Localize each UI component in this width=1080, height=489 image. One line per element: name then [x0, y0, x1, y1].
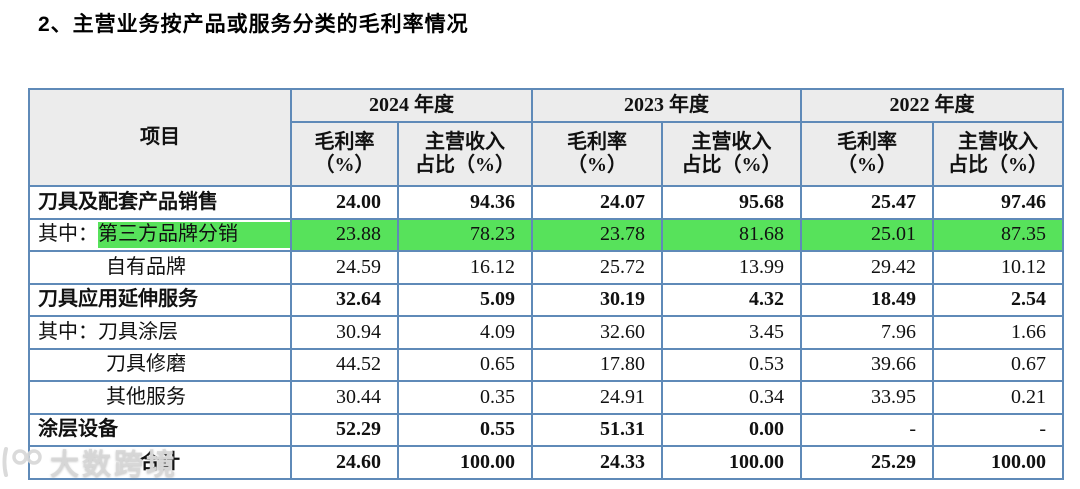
- cell-value: 2.54: [932, 282, 1064, 317]
- table-row-tool-regrinding: 刀具修磨 44.52 0.65 17.80 0.53 39.66 0.67: [28, 347, 1064, 382]
- cell-value: 30.94: [290, 315, 399, 350]
- cell-value: 0.00: [661, 412, 802, 447]
- cell-value: 3.45: [661, 315, 802, 350]
- row-label-prefix: 其中：: [38, 320, 98, 343]
- cell-value-highlighted: 78.23: [397, 217, 533, 252]
- header-2024-share: 主营收入 占比（%）: [397, 121, 533, 187]
- cell-value: 100.00: [661, 445, 802, 480]
- cell-value-highlighted: 25.01: [800, 217, 934, 252]
- cell-value: 25.29: [800, 445, 934, 480]
- cell-value: 16.12: [397, 250, 533, 285]
- cell-value: 17.80: [531, 347, 663, 382]
- cell-value: 51.31: [531, 412, 663, 447]
- cell-value: 100.00: [932, 445, 1064, 480]
- cell-value-highlighted: 81.68: [661, 217, 802, 252]
- cell-value: 0.55: [397, 412, 533, 447]
- header-2022-margin: 毛利率 （%）: [800, 121, 934, 187]
- header-year-2022: 2022 年度: [800, 88, 1064, 123]
- row-label: 刀具及配套产品销售: [28, 185, 292, 220]
- table-row-coating-equipment: 涂层设备 52.29 0.55 51.31 0.00 - -: [28, 412, 1064, 447]
- cell-value: 24.07: [531, 185, 663, 220]
- cell-value: 29.42: [800, 250, 934, 285]
- cell-value: 97.46: [932, 185, 1064, 220]
- cell-value-highlighted: 23.78: [531, 217, 663, 252]
- cell-value: 52.29: [290, 412, 399, 447]
- table-row-own-brand: 自有品牌 24.59 16.12 25.72 13.99 29.42 10.12: [28, 250, 1064, 285]
- cell-value: 18.49: [800, 282, 934, 317]
- cell-value: 30.19: [531, 282, 663, 317]
- cell-value: 24.91: [531, 380, 663, 415]
- table-row-tool-coating: 其中：刀具涂层 30.94 4.09 32.60 3.45 7.96 1.66: [28, 315, 1064, 350]
- header-row-years: 项目 2024 年度 2023 年度 2022 年度: [28, 88, 1064, 187]
- header-2024-margin: 毛利率 （%）: [290, 121, 399, 187]
- cell-value: 0.35: [397, 380, 533, 415]
- row-label: 涂层设备: [28, 412, 292, 447]
- row-label-total: 合计: [28, 445, 292, 480]
- cell-value: 25.72: [531, 250, 663, 285]
- cell-value-dash: -: [800, 412, 934, 447]
- cell-value: 94.36: [397, 185, 533, 220]
- cell-value: 24.60: [290, 445, 399, 480]
- cell-value: 10.12: [932, 250, 1064, 285]
- cell-value: 0.21: [932, 380, 1064, 415]
- cell-value-highlighted: 23.88: [290, 217, 399, 252]
- cell-value: 24.33: [531, 445, 663, 480]
- cell-value: 100.00: [397, 445, 533, 480]
- header-year-2023: 2023 年度: [531, 88, 802, 123]
- cell-value: 0.65: [397, 347, 533, 382]
- row-label: 其中：刀具涂层: [28, 315, 292, 350]
- header-year-2024: 2024 年度: [290, 88, 533, 123]
- highlighted-label: 第三方品牌分销: [98, 221, 289, 248]
- cell-value: 44.52: [290, 347, 399, 382]
- cell-value: 13.99: [661, 250, 802, 285]
- cell-value: 0.53: [661, 347, 802, 382]
- row-label: 其中： 第三方品牌分销: [28, 217, 292, 252]
- row-label: 刀具应用延伸服务: [28, 282, 292, 317]
- header-row-metrics: 毛利率 （%） 主营收入 占比（%） 毛利率 （%） 主营收入 占比（%） 毛利率 （%）…: [29, 121, 1064, 187]
- cell-value: 4.09: [397, 315, 533, 350]
- cell-value: 0.34: [661, 380, 802, 415]
- header-2023-margin: 毛利率 （%）: [531, 121, 663, 187]
- page-title: 2、主营业务按产品或服务分类的毛利率情况: [38, 13, 469, 36]
- cell-value: 24.59: [290, 250, 399, 285]
- cell-value: 39.66: [800, 347, 934, 382]
- table-row-third-party-brand: 其中： 第三方品牌分销 23.88 78.23 23.78 81.68 25.0…: [28, 217, 1064, 252]
- cell-value: 7.96: [800, 315, 934, 350]
- cell-value: 25.47: [800, 185, 934, 220]
- table-row-other-services: 其他服务 30.44 0.35 24.91 0.34 33.95 0.21: [28, 380, 1064, 415]
- cell-value: 95.68: [661, 185, 802, 220]
- cell-value: 33.95: [800, 380, 934, 415]
- header-2023-share: 主营收入 占比（%）: [661, 121, 802, 187]
- row-label: 刀具修磨: [28, 347, 292, 382]
- cell-value-dash: -: [932, 412, 1064, 447]
- gross-margin-table-container: 项目 2024 年度 2023 年度 2022 年度 毛利率 （%） 主营收入 占比…: [28, 88, 1064, 480]
- header-2022-share: 主营收入 占比（%）: [932, 121, 1064, 187]
- header-item: 项目: [28, 88, 292, 187]
- row-label: 自有品牌: [28, 250, 292, 285]
- cell-value-highlighted: 87.35: [932, 217, 1064, 252]
- cell-value: 5.09: [397, 282, 533, 317]
- cell-value: 0.67: [932, 347, 1064, 382]
- cell-value: 4.32: [661, 282, 802, 317]
- table-row-total: 合计 24.60 100.00 24.33 100.00 25.29 100.0…: [28, 445, 1064, 480]
- cell-value: 32.64: [290, 282, 399, 317]
- row-label-prefix: 其中：: [38, 223, 98, 246]
- cell-value: 24.00: [290, 185, 399, 220]
- cell-value: 30.44: [290, 380, 399, 415]
- table-row-tools-sales: 刀具及配套产品销售 24.00 94.36 24.07 95.68 25.47 …: [28, 185, 1064, 220]
- row-label: 其他服务: [28, 380, 292, 415]
- gross-margin-table: 项目 2024 年度 2023 年度 2022 年度 毛利率 （%） 主营收入 占比…: [28, 88, 1064, 480]
- cell-value: 32.60: [531, 315, 663, 350]
- cell-value: 1.66: [932, 315, 1064, 350]
- table-row-extended-services: 刀具应用延伸服务 32.64 5.09 30.19 4.32 18.49 2.5…: [28, 282, 1064, 317]
